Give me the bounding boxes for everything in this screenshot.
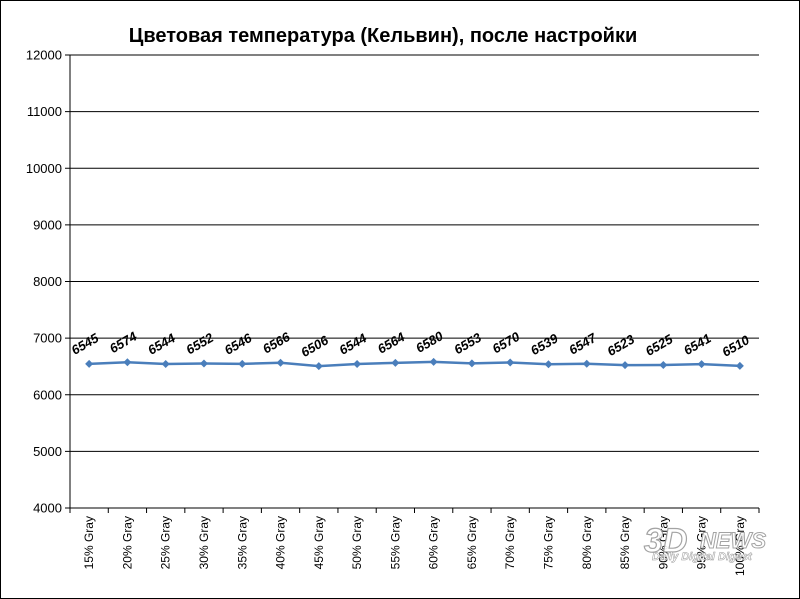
- data-label: 6539: [528, 330, 561, 358]
- watermark-tagline: Daily Digital Digest: [652, 551, 753, 563]
- y-tick-label-12000: 12000: [26, 48, 62, 63]
- series-polyline: [89, 360, 740, 368]
- y-tick-label-4000: 4000: [33, 501, 62, 516]
- data-point: [391, 358, 400, 367]
- series-line: [85, 357, 744, 371]
- data-point: [582, 359, 591, 368]
- x-tick-label: 20% Gray: [120, 516, 134, 569]
- data-label: 6580: [413, 328, 446, 356]
- data-point: [238, 359, 247, 368]
- data-point: [735, 361, 744, 370]
- data-label: 6570: [490, 328, 523, 356]
- data-labels: 6545 6574 6544 6552 6546 6566 6506 6544 6564 6580…: [69, 328, 753, 360]
- data-label: 6525: [643, 331, 676, 359]
- x-tick-label: 25% Gray: [159, 516, 173, 569]
- data-label: 6566: [260, 329, 293, 357]
- x-tick-label: 15% Gray: [82, 516, 96, 569]
- data-label: 6574: [107, 328, 140, 356]
- x-tick-label: 100% Gray: [733, 516, 747, 576]
- x-tick-label: 85% Gray: [618, 516, 632, 569]
- data-point: [467, 359, 476, 368]
- data-point: [659, 361, 668, 370]
- data-point: [276, 358, 285, 367]
- data-point: [199, 359, 208, 368]
- x-tick-label: 50% Gray: [350, 516, 364, 569]
- y-tick-label-9000: 9000: [33, 217, 62, 232]
- data-point: [697, 360, 706, 369]
- chart-title: Цветовая температура (Кельвин), после на…: [129, 25, 638, 47]
- x-tick-label: 40% Gray: [274, 516, 288, 569]
- data-label: 6523: [605, 331, 638, 359]
- y-tick-label-7000: 7000: [33, 331, 62, 346]
- x-tick-label: 45% Gray: [312, 516, 326, 569]
- x-tick-label: 65% Gray: [465, 516, 479, 569]
- data-point: [161, 359, 170, 368]
- data-point: [314, 362, 323, 371]
- data-label: 6545: [69, 330, 102, 358]
- data-point: [506, 358, 515, 367]
- x-tick-label: 90% Gray: [656, 516, 670, 569]
- y-tick-label-6000: 6000: [33, 387, 62, 402]
- data-label: 6547: [566, 330, 599, 358]
- x-tick-label: 80% Gray: [580, 516, 594, 569]
- data-label: 6541: [681, 330, 714, 357]
- y-tick-label-10000: 10000: [26, 161, 62, 176]
- data-point: [544, 360, 553, 369]
- watermark-3d: 3D: [644, 522, 687, 560]
- data-point: [429, 357, 438, 366]
- y-tick-label-11000: 11000: [27, 104, 62, 119]
- y-tick-label-5000: 5000: [33, 444, 62, 459]
- watermark-news: NEWS: [700, 528, 766, 553]
- data-label: 6544: [337, 330, 370, 358]
- x-tick-label: 95% Gray: [695, 516, 709, 569]
- y-axis-ticks: 4000 5000 6000 7000 8000 9000 10000 11000 12000: [26, 48, 70, 516]
- x-axis-ticks: 15% Gray 20% Gray 25% Gray 30% Gray 35% Gray…: [69, 508, 760, 576]
- y-tick-label-8000: 8000: [33, 274, 62, 289]
- x-tick-label: 70% Gray: [503, 516, 517, 569]
- data-label: 6510: [719, 332, 752, 360]
- data-label: 6506: [298, 332, 331, 360]
- x-tick-label: 60% Gray: [427, 516, 441, 569]
- data-point: [353, 359, 362, 368]
- x-tick-label: 30% Gray: [197, 516, 211, 569]
- grid-lines: [70, 54, 759, 452]
- data-point: [85, 359, 94, 368]
- data-label: 6544: [145, 330, 178, 358]
- data-point: [621, 361, 630, 370]
- watermark-logo: 3D NEWS Daily Digital Digest: [643, 521, 766, 563]
- x-tick-label: 35% Gray: [235, 516, 249, 569]
- data-label: 6564: [375, 329, 408, 357]
- data-label: 6546: [222, 330, 255, 358]
- x-tick-label: 55% Gray: [388, 516, 402, 569]
- data-point: [123, 358, 132, 367]
- x-tick-label: 75% Gray: [541, 516, 555, 569]
- data-label: 6552: [183, 329, 216, 357]
- data-label: 6553: [451, 329, 484, 357]
